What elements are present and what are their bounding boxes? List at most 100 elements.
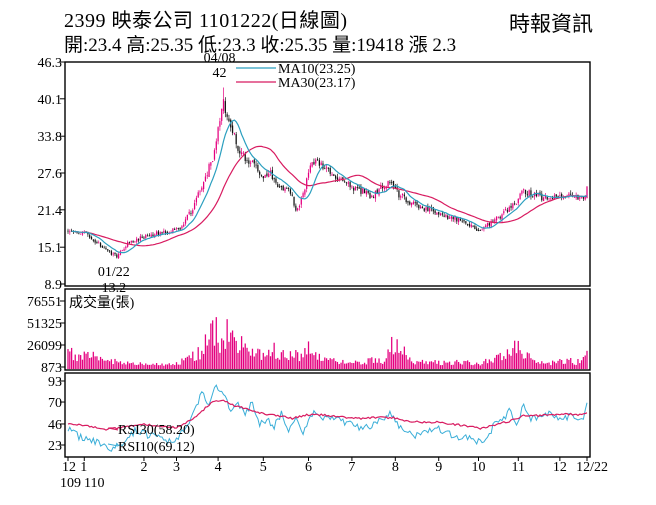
price-candle	[441, 213, 443, 215]
price-candle	[250, 162, 252, 164]
price-candle	[269, 170, 272, 173]
price-candle	[479, 230, 481, 231]
volume-bar	[255, 353, 257, 369]
price-candle	[186, 214, 188, 220]
price-candle	[425, 207, 427, 211]
volume-bar	[432, 362, 434, 369]
price-candle	[387, 180, 389, 187]
volume-bar	[356, 361, 358, 369]
volume-bar	[555, 363, 557, 369]
volume-bar	[146, 364, 149, 369]
rsi30-legend-label: RSI30(58.20)	[118, 423, 195, 438]
price-candle	[112, 253, 114, 255]
price-candle	[371, 195, 373, 198]
volume-bar	[504, 358, 507, 369]
price-y-tick-label: 27.6	[38, 167, 63, 182]
volume-bar	[342, 359, 344, 369]
price-candle	[248, 160, 250, 164]
volume-bar	[273, 342, 275, 369]
volume-bar	[434, 360, 436, 369]
volume-bar	[423, 363, 425, 369]
volume-bar	[349, 362, 351, 369]
volume-panel: 873 26099 51325 76551 成交量(張)	[27, 294, 588, 376]
volume-bar	[157, 365, 160, 369]
price-candle	[76, 232, 78, 234]
price-candle	[447, 215, 449, 219]
volume-bar	[69, 351, 71, 369]
volume-bar	[537, 362, 539, 369]
price-candle	[515, 203, 518, 205]
price-candle	[188, 211, 190, 214]
price-candle	[295, 205, 297, 211]
volume-bar	[172, 364, 174, 369]
volume-bar	[168, 363, 170, 369]
price-candle	[221, 108, 223, 121]
volume-bar	[137, 364, 140, 369]
volume-bar	[324, 357, 326, 369]
volume-bar	[378, 358, 380, 369]
volume-bar	[331, 359, 333, 369]
volume-bar	[398, 352, 400, 369]
volume-bar	[141, 363, 143, 369]
price-candle	[239, 150, 241, 154]
price-candle	[329, 168, 331, 174]
volume-bar	[508, 354, 510, 369]
price-candle	[514, 203, 516, 205]
volume-bar	[566, 358, 568, 369]
volume-bar	[374, 358, 377, 369]
volume-bar	[277, 357, 279, 369]
volume-bar	[221, 338, 223, 369]
volume-bar	[150, 364, 152, 369]
price-candle	[90, 237, 93, 240]
volume-bar	[118, 362, 120, 369]
volume-bar	[224, 348, 226, 369]
price-candle	[454, 217, 456, 220]
rsi-frame	[64, 372, 591, 458]
volume-bar	[562, 363, 565, 369]
volume-y-tick-label: 26099	[27, 339, 62, 354]
rsi-y-tick-label: 70	[48, 396, 62, 411]
price-candle	[212, 161, 214, 162]
volume-bar	[107, 359, 109, 369]
price-candle	[400, 196, 402, 198]
price-candle	[573, 196, 575, 198]
volume-bar	[127, 361, 129, 369]
price-candle	[403, 194, 405, 197]
volume-bar	[372, 362, 375, 369]
volume-bar	[136, 365, 138, 369]
price-candle	[378, 188, 380, 196]
price-candle	[521, 190, 523, 194]
price-candle	[526, 194, 528, 196]
price-candle	[318, 160, 320, 166]
volume-bar	[213, 345, 216, 369]
volume-bar	[369, 358, 371, 369]
volume-bar	[92, 351, 94, 369]
volume-bar	[479, 365, 481, 369]
low-price-label: 13.2	[102, 281, 127, 296]
price-candle	[398, 190, 400, 198]
price-candle	[297, 208, 299, 211]
price-candle	[159, 232, 161, 235]
x-tick-label: 10	[471, 460, 485, 475]
volume-bar	[307, 341, 310, 369]
price-candle	[561, 194, 563, 198]
volume-bar	[553, 361, 556, 369]
price-candle	[224, 101, 226, 114]
price-candle	[125, 246, 127, 249]
volume-bar	[452, 364, 454, 369]
price-candle	[107, 249, 109, 251]
x-tick-label: 12/22	[576, 460, 608, 475]
x-tick-label: 12	[62, 460, 76, 475]
price-candle	[548, 198, 550, 200]
price-candle	[438, 211, 440, 215]
volume-bar	[217, 342, 219, 369]
price-candle	[340, 178, 342, 179]
price-candle	[244, 154, 246, 161]
price-candle	[523, 189, 525, 191]
price-candle	[228, 118, 230, 122]
volume-bar	[579, 363, 581, 369]
volume-bar	[246, 347, 248, 369]
price-candle	[421, 206, 424, 209]
volume-bar	[278, 359, 281, 369]
volume-bar	[526, 352, 528, 369]
